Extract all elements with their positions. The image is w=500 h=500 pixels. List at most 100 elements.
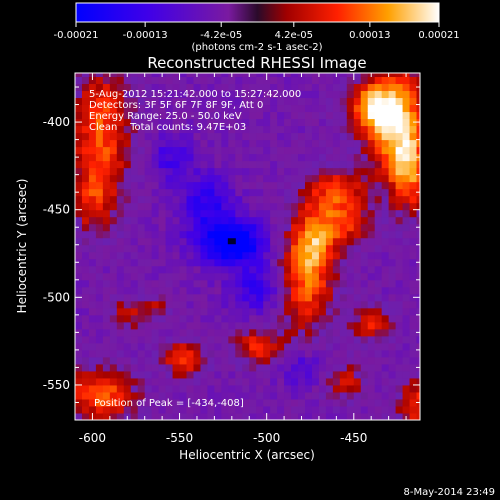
heatmap-cell	[214, 139, 222, 148]
heatmap-cell	[353, 370, 362, 379]
heatmap-cell	[214, 300, 222, 309]
heatmap-cell	[291, 391, 299, 400]
heatmap-cell	[193, 90, 201, 99]
heatmap-cell	[360, 356, 369, 365]
heatmap-cell	[144, 356, 153, 365]
heatmap-cell	[381, 335, 390, 344]
heatmap-cell	[172, 174, 181, 183]
heatmap-cell	[221, 391, 229, 400]
heatmap-cell	[158, 251, 167, 260]
heatmap-cell	[360, 111, 369, 120]
heatmap-cell	[158, 356, 167, 365]
heatmap-cell	[81, 230, 90, 239]
heatmap-cell	[221, 370, 229, 379]
heatmap-cell	[311, 76, 320, 85]
heatmap-cell	[81, 314, 90, 323]
heatmap-cell	[228, 202, 236, 211]
heatmap-cell	[374, 209, 383, 218]
heatmap-cell	[235, 286, 243, 295]
heatmap-cell	[402, 265, 411, 274]
heatmap-cell	[81, 251, 90, 260]
heatmap-cell	[235, 293, 243, 302]
heatmap-cell	[298, 139, 306, 148]
heatmap-cell	[339, 167, 348, 176]
heatmap-cell	[221, 377, 229, 386]
heatmap-cell	[346, 279, 355, 288]
heatmap-cell	[388, 83, 397, 92]
heatmap-cell	[151, 139, 160, 148]
heatmap-cell	[353, 363, 362, 372]
heatmap-cell	[311, 342, 320, 351]
heatmap-cell	[214, 125, 222, 134]
heatmap-cell	[291, 258, 299, 267]
heatmap-cell	[186, 265, 194, 274]
heatmap-cell	[339, 104, 348, 113]
heatmap-cell	[214, 216, 222, 225]
heatmap-cell	[75, 349, 83, 358]
heatmap-cell	[249, 73, 257, 78]
heatmap-cell	[200, 342, 208, 351]
heatmap-cell	[207, 195, 215, 204]
heatmap-cell	[305, 258, 313, 267]
heatmap-cell	[165, 104, 174, 113]
heatmap-cell	[116, 181, 125, 190]
heatmap-cell	[193, 272, 201, 281]
heatmap-cell	[311, 279, 320, 288]
heatmap-cell	[395, 104, 404, 113]
heatmap-cell	[263, 174, 271, 183]
heatmap-cell	[381, 356, 390, 365]
heatmap-cell	[221, 412, 229, 420]
heatmap-cell	[179, 174, 188, 183]
heatmap-cell	[263, 104, 271, 113]
heatmap-cell	[179, 314, 188, 323]
heatmap-cell	[144, 223, 153, 232]
heatmap-cell	[158, 342, 167, 351]
heatmap-cell	[311, 363, 320, 372]
heatmap-cell	[284, 293, 292, 302]
heatmap-cell	[374, 202, 383, 211]
heatmap-cell	[291, 160, 299, 169]
heatmap-cell	[291, 167, 299, 176]
heatmap-cell	[353, 412, 362, 420]
heatmap-cell	[221, 349, 229, 358]
heatmap-cell	[165, 370, 174, 379]
heatmap-cell	[388, 398, 397, 407]
heatmap-cell	[158, 265, 167, 274]
heatmap-cell	[346, 111, 355, 120]
heatmap-cell	[186, 83, 194, 92]
heatmap-cell	[339, 202, 348, 211]
heatmap-cell	[228, 356, 236, 365]
heatmap-cell	[81, 321, 90, 330]
heatmap-cell	[367, 363, 376, 372]
heatmap-cell	[165, 328, 174, 337]
heatmap-cell	[179, 76, 188, 85]
heatmap-cell	[228, 118, 236, 127]
heatmap-cell	[270, 181, 278, 190]
heatmap-cell	[221, 202, 229, 211]
heatmap-cell	[305, 202, 313, 211]
heatmap-cell	[277, 265, 285, 274]
heatmap-cell	[291, 342, 299, 351]
heatmap-cell	[360, 167, 369, 176]
heatmap-cell	[116, 160, 125, 169]
heatmap-cell	[339, 97, 348, 106]
heatmap-cell	[277, 237, 285, 246]
heatmap-cell	[298, 125, 306, 134]
heatmap-cell	[207, 286, 215, 295]
heatmap-cell	[214, 328, 222, 337]
heatmap-cell	[332, 286, 341, 295]
heatmap-cell	[221, 363, 229, 372]
heatmap-cell	[325, 279, 334, 288]
heatmap-cell	[200, 125, 208, 134]
heatmap-cell	[137, 188, 146, 197]
heatmap-cell	[346, 398, 355, 407]
heatmap-cell	[172, 139, 181, 148]
heatmap-cell	[318, 272, 327, 281]
heatmap-cell	[298, 244, 306, 253]
heatmap-cell	[353, 230, 362, 239]
heatmap-cell	[75, 314, 83, 323]
heatmap-cell	[116, 97, 125, 106]
heatmap-cell	[360, 405, 369, 414]
heatmap-cell	[116, 209, 125, 218]
heatmap-cell	[179, 230, 188, 239]
